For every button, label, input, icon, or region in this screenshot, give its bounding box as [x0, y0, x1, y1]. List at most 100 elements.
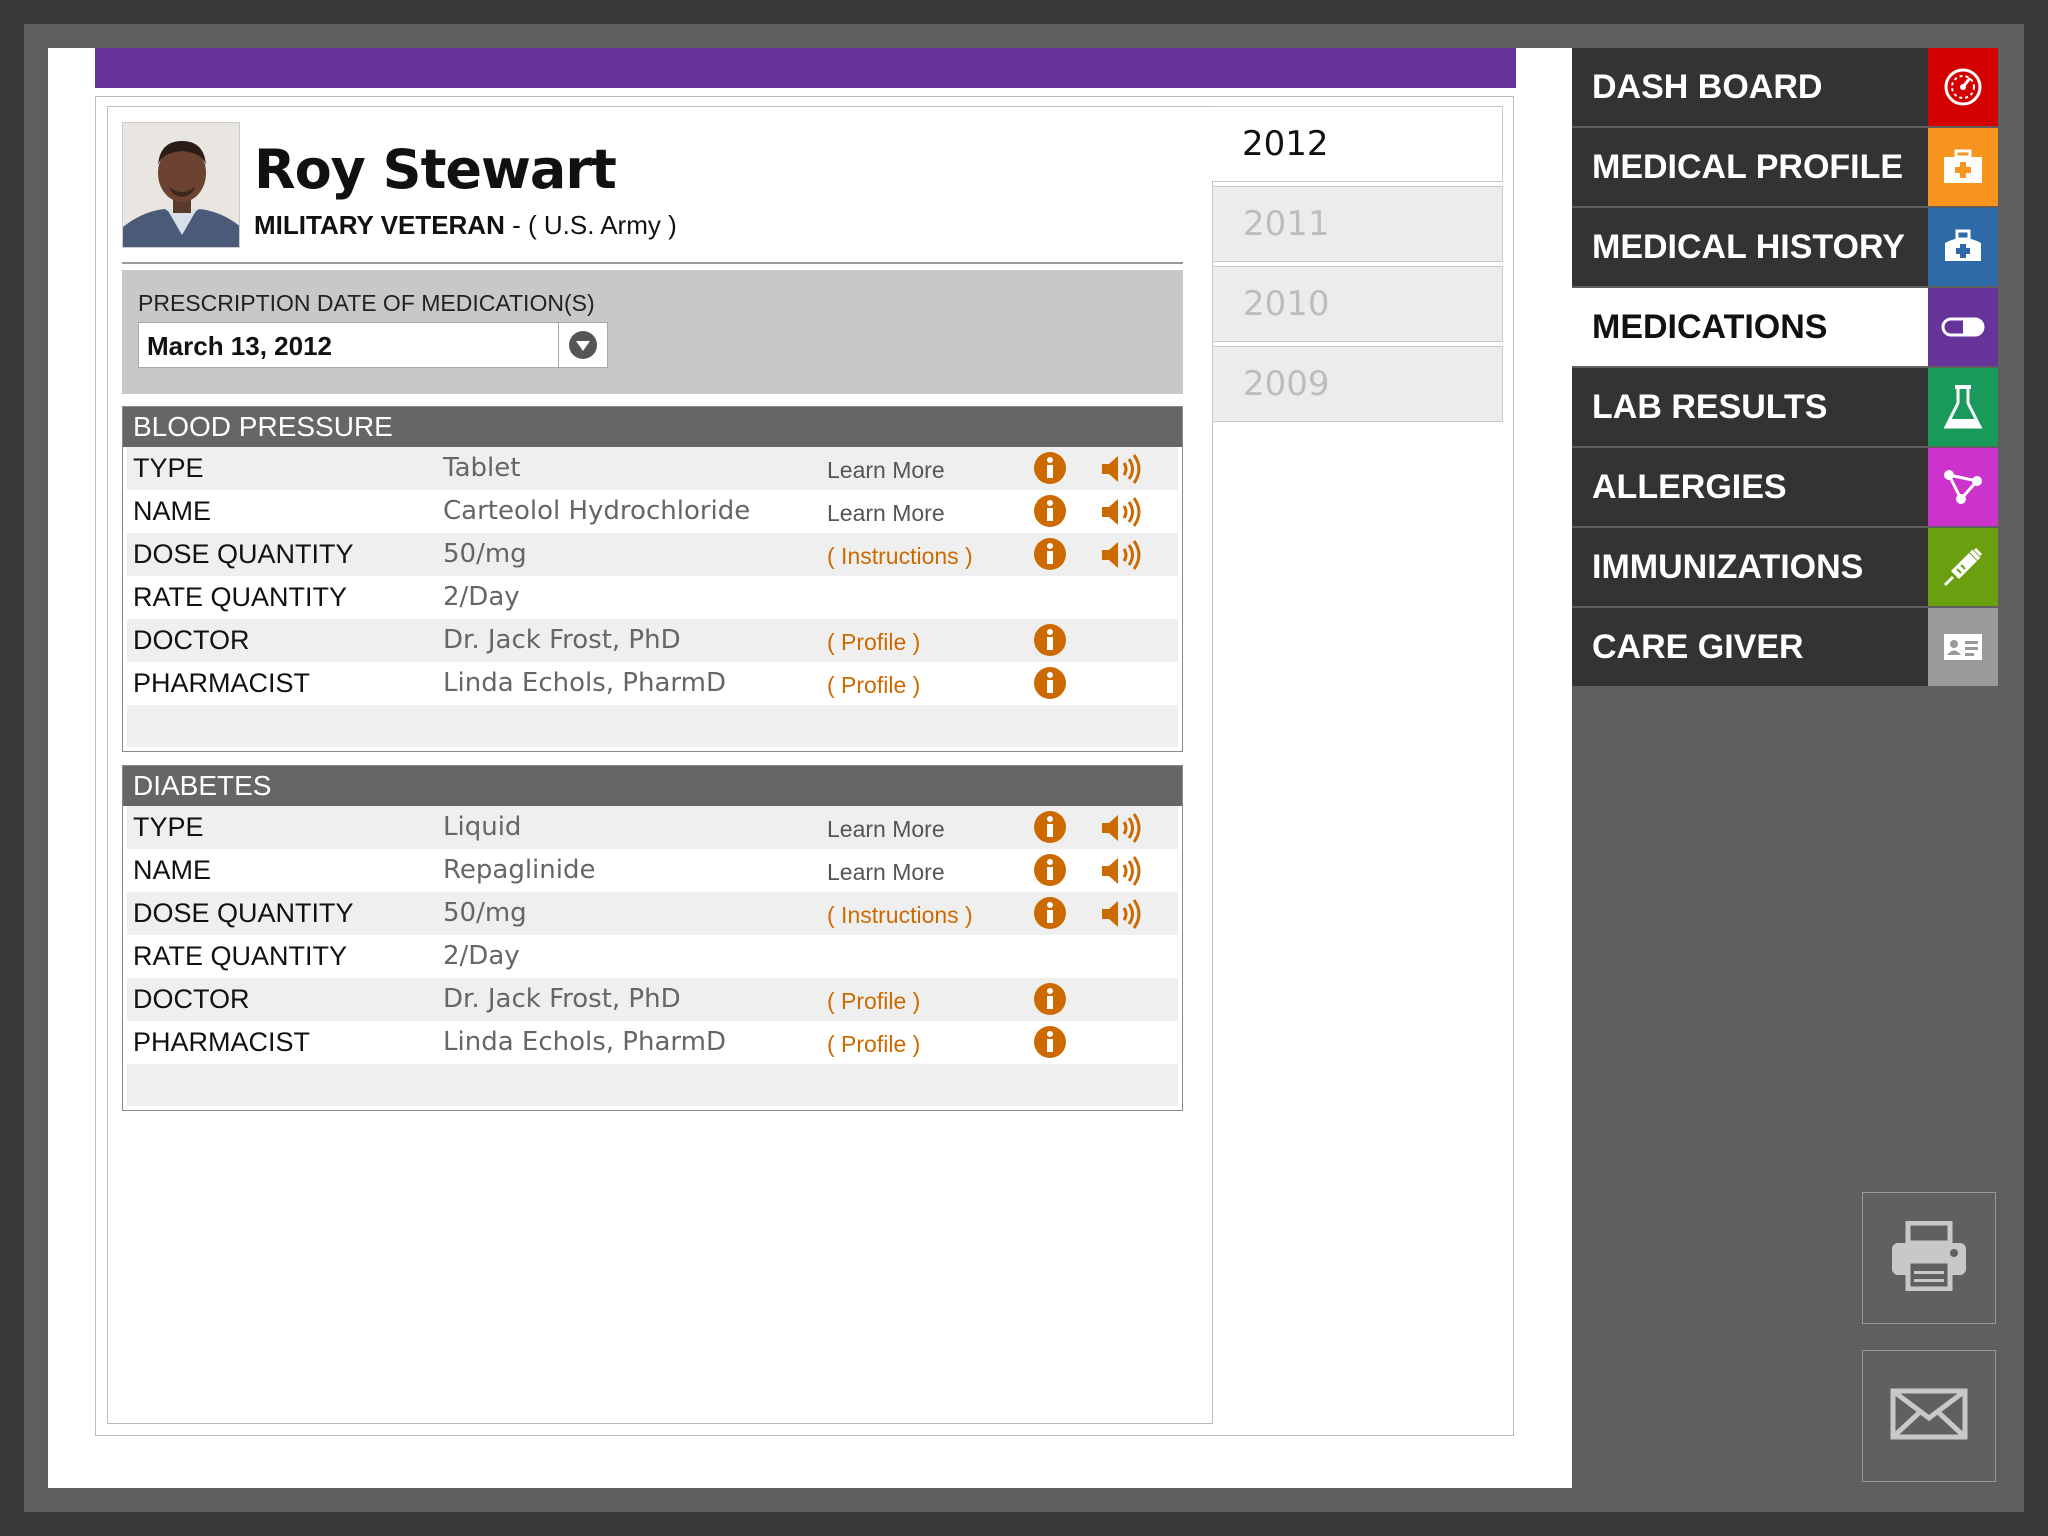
info-icon[interactable]: [1033, 810, 1067, 844]
nav-item-care-giver[interactable]: CARE GIVER: [1572, 608, 1998, 686]
row-value: Dr. Jack Frost, PhD: [443, 625, 681, 655]
email-button[interactable]: [1862, 1350, 1996, 1482]
row-value: Repaglinide: [443, 855, 596, 885]
row-label: DOSE QUANTITY: [133, 539, 354, 569]
year-tab-2012[interactable]: 2012: [1212, 106, 1503, 182]
table-row: DOCTOR Dr. Jack Frost, PhD ( Profile ): [127, 619, 1178, 662]
row-value: Linda Echols, PharmD: [443, 668, 726, 698]
table-row: PHARMACIST Linda Echols, PharmD ( Profil…: [127, 662, 1178, 705]
row-value: Dr. Jack Frost, PhD: [443, 984, 681, 1014]
row-label: PHARMACIST: [133, 668, 311, 698]
table-filler-row: [127, 705, 1178, 747]
speaker-icon[interactable]: [1099, 495, 1143, 529]
table-row: DOSE QUANTITY 50/mg ( Instructions ): [127, 533, 1178, 576]
header-accent-bar: [95, 48, 1516, 88]
row-value: Liquid: [443, 812, 522, 842]
instructions-link[interactable]: ( Instructions ): [827, 902, 973, 928]
patient-status: MILITARY VETERAN: [254, 210, 505, 240]
print-button[interactable]: [1862, 1192, 1996, 1324]
pharmacist-profile-link[interactable]: ( Profile ): [827, 1031, 921, 1057]
row-label: RATE QUANTITY: [133, 941, 348, 971]
nav-item-allergies[interactable]: ALLERGIES: [1572, 448, 1998, 526]
table-row: RATE QUANTITY 2/Day: [127, 576, 1178, 619]
nav-item-medical-profile[interactable]: MEDICAL PROFILE: [1572, 128, 1998, 206]
medication-block-title: BLOOD PRESSURE: [123, 407, 1182, 447]
first-aid-kit-icon: [1928, 128, 1998, 206]
info-icon[interactable]: [1033, 666, 1067, 700]
flask-icon: [1928, 368, 1998, 446]
table-row: RATE QUANTITY 2/Day: [127, 935, 1178, 978]
patient-name: Roy Stewart: [254, 138, 617, 201]
patient-subtitle: MILITARY VETERAN - ( U.S. Army ): [254, 210, 677, 241]
printer-icon: [1890, 1220, 1968, 1296]
prescription-date-value: March 13, 2012: [147, 331, 333, 361]
nav-item-dashboard[interactable]: DASH BOARD: [1572, 48, 1998, 126]
speaker-icon[interactable]: [1099, 897, 1143, 931]
info-icon[interactable]: [1033, 896, 1067, 930]
info-icon[interactable]: [1033, 1025, 1067, 1059]
table-row: NAME Repaglinide Learn More: [127, 849, 1178, 892]
learn-more-link[interactable]: Learn More: [827, 500, 945, 526]
info-icon[interactable]: [1033, 982, 1067, 1016]
prescription-date-label: PRESCRIPTION DATE OF MEDICATION(S): [138, 290, 595, 316]
table-filler-row: [127, 1064, 1178, 1106]
row-label: DOCTOR: [133, 984, 250, 1014]
year-tab-2011[interactable]: 2011: [1212, 186, 1503, 262]
dropdown-arrow-icon[interactable]: [558, 323, 607, 367]
year-tab-2009[interactable]: 2009: [1212, 346, 1503, 422]
row-label: DOCTOR: [133, 625, 250, 655]
table-row: TYPE Tablet Learn More: [127, 447, 1178, 490]
year-tab-2010[interactable]: 2010: [1212, 266, 1503, 342]
info-icon[interactable]: [1033, 537, 1067, 571]
learn-more-link[interactable]: Learn More: [827, 457, 945, 483]
nav-item-label: MEDICATIONS: [1592, 308, 1828, 346]
nav-item-label: MEDICAL PROFILE: [1592, 148, 1904, 186]
row-label: RATE QUANTITY: [133, 582, 348, 612]
doctor-profile-link[interactable]: ( Profile ): [827, 629, 921, 655]
row-value: Carteolol Hydrochloride: [443, 496, 751, 526]
patient-photo: [123, 123, 239, 247]
row-value: Linda Echols, PharmD: [443, 1027, 726, 1057]
speaker-icon[interactable]: [1099, 811, 1143, 845]
syringe-icon: [1928, 528, 1998, 606]
table-row: PHARMACIST Linda Echols, PharmD ( Profil…: [127, 1021, 1178, 1064]
header-divider: [122, 262, 1183, 264]
patient-avatar: [122, 122, 240, 248]
pharmacist-profile-link[interactable]: ( Profile ): [827, 672, 921, 698]
row-label: NAME: [133, 496, 212, 526]
speaker-icon[interactable]: [1099, 452, 1143, 486]
nav-item-immunizations[interactable]: IMMUNIZATIONS: [1572, 528, 1998, 606]
speaker-icon[interactable]: [1099, 854, 1143, 888]
learn-more-link[interactable]: Learn More: [827, 816, 945, 842]
nav-item-label: CARE GIVER: [1592, 628, 1804, 666]
row-label: NAME: [133, 855, 212, 885]
info-icon[interactable]: [1033, 494, 1067, 528]
row-value: 50/mg: [443, 539, 527, 569]
nav-item-label: DASH BOARD: [1592, 68, 1823, 106]
pill-icon: [1928, 288, 1998, 366]
molecule-icon: [1928, 448, 1998, 526]
envelope-icon: [1890, 1388, 1968, 1445]
doctor-profile-link[interactable]: ( Profile ): [827, 988, 921, 1014]
row-label: TYPE: [133, 812, 204, 842]
info-icon[interactable]: [1033, 853, 1067, 887]
row-value: 50/mg: [443, 898, 527, 928]
instructions-link[interactable]: ( Instructions ): [827, 543, 973, 569]
info-icon[interactable]: [1033, 623, 1067, 657]
patient-branch: - ( U.S. Army ): [504, 210, 677, 240]
learn-more-link[interactable]: Learn More: [827, 859, 945, 885]
table-row: TYPE Liquid Learn More: [127, 806, 1178, 849]
nav-item-medications[interactable]: MEDICATIONS: [1572, 288, 1998, 366]
speaker-icon[interactable]: [1099, 538, 1143, 572]
nav-item-lab-results[interactable]: LAB RESULTS: [1572, 368, 1998, 446]
prescription-date-select[interactable]: March 13, 2012: [138, 322, 608, 368]
info-icon[interactable]: [1033, 451, 1067, 485]
row-label: TYPE: [133, 453, 204, 483]
medical-bag-icon: [1928, 208, 1998, 286]
nav-item-label: MEDICAL HISTORY: [1592, 228, 1905, 266]
medication-block-diabetes: DIABETES TYPE Liquid Learn More NAME Rep…: [122, 765, 1183, 1111]
table-row: DOSE QUANTITY 50/mg ( Instructions ): [127, 892, 1178, 935]
nav-item-medical-history[interactable]: MEDICAL HISTORY: [1572, 208, 1998, 286]
dashboard-gauge-icon: [1928, 48, 1998, 126]
nav-item-label: ALLERGIES: [1592, 468, 1787, 506]
